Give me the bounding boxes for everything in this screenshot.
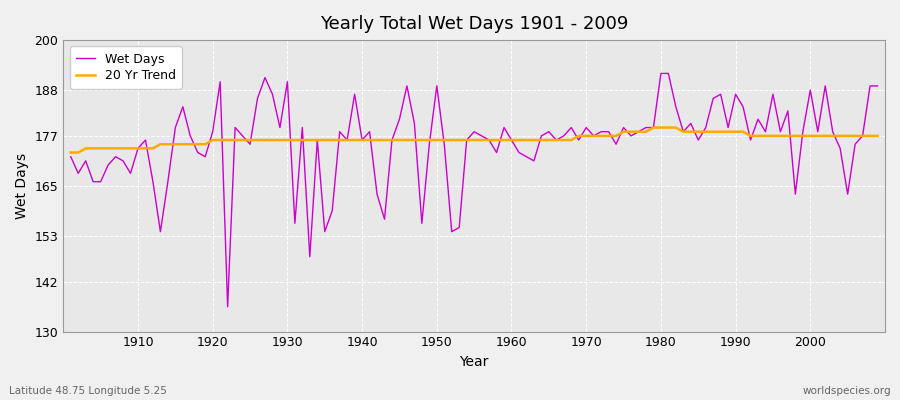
20 Yr Trend: [499, 138, 509, 142]
Wet Days: [66, 154, 77, 159]
Legend: Wet Days, 20 Yr Trend: Wet Days, 20 Yr Trend: [69, 46, 182, 89]
Wet Days: [342, 138, 353, 142]
20 Yr Trend: [872, 134, 883, 138]
Y-axis label: Wet Days: Wet Days: [15, 153, 29, 219]
Text: Latitude 48.75 Longitude 5.25: Latitude 48.75 Longitude 5.25: [9, 386, 166, 396]
Wet Days: [125, 171, 136, 176]
Line: Wet Days: Wet Days: [71, 74, 878, 306]
Wet Days: [506, 138, 517, 142]
Title: Yearly Total Wet Days 1901 - 2009: Yearly Total Wet Days 1901 - 2009: [320, 15, 628, 33]
20 Yr Trend: [290, 138, 301, 142]
Wet Days: [872, 84, 883, 88]
Wet Days: [514, 150, 525, 155]
Wet Days: [603, 129, 614, 134]
20 Yr Trend: [596, 134, 607, 138]
Wet Days: [222, 304, 233, 309]
Line: 20 Yr Trend: 20 Yr Trend: [71, 128, 878, 152]
20 Yr Trend: [648, 125, 659, 130]
X-axis label: Year: Year: [460, 355, 489, 369]
Wet Days: [655, 71, 666, 76]
20 Yr Trend: [506, 138, 517, 142]
20 Yr Trend: [66, 150, 77, 155]
20 Yr Trend: [125, 146, 136, 151]
20 Yr Trend: [334, 138, 345, 142]
Wet Days: [297, 125, 308, 130]
Text: worldspecies.org: worldspecies.org: [803, 386, 891, 396]
